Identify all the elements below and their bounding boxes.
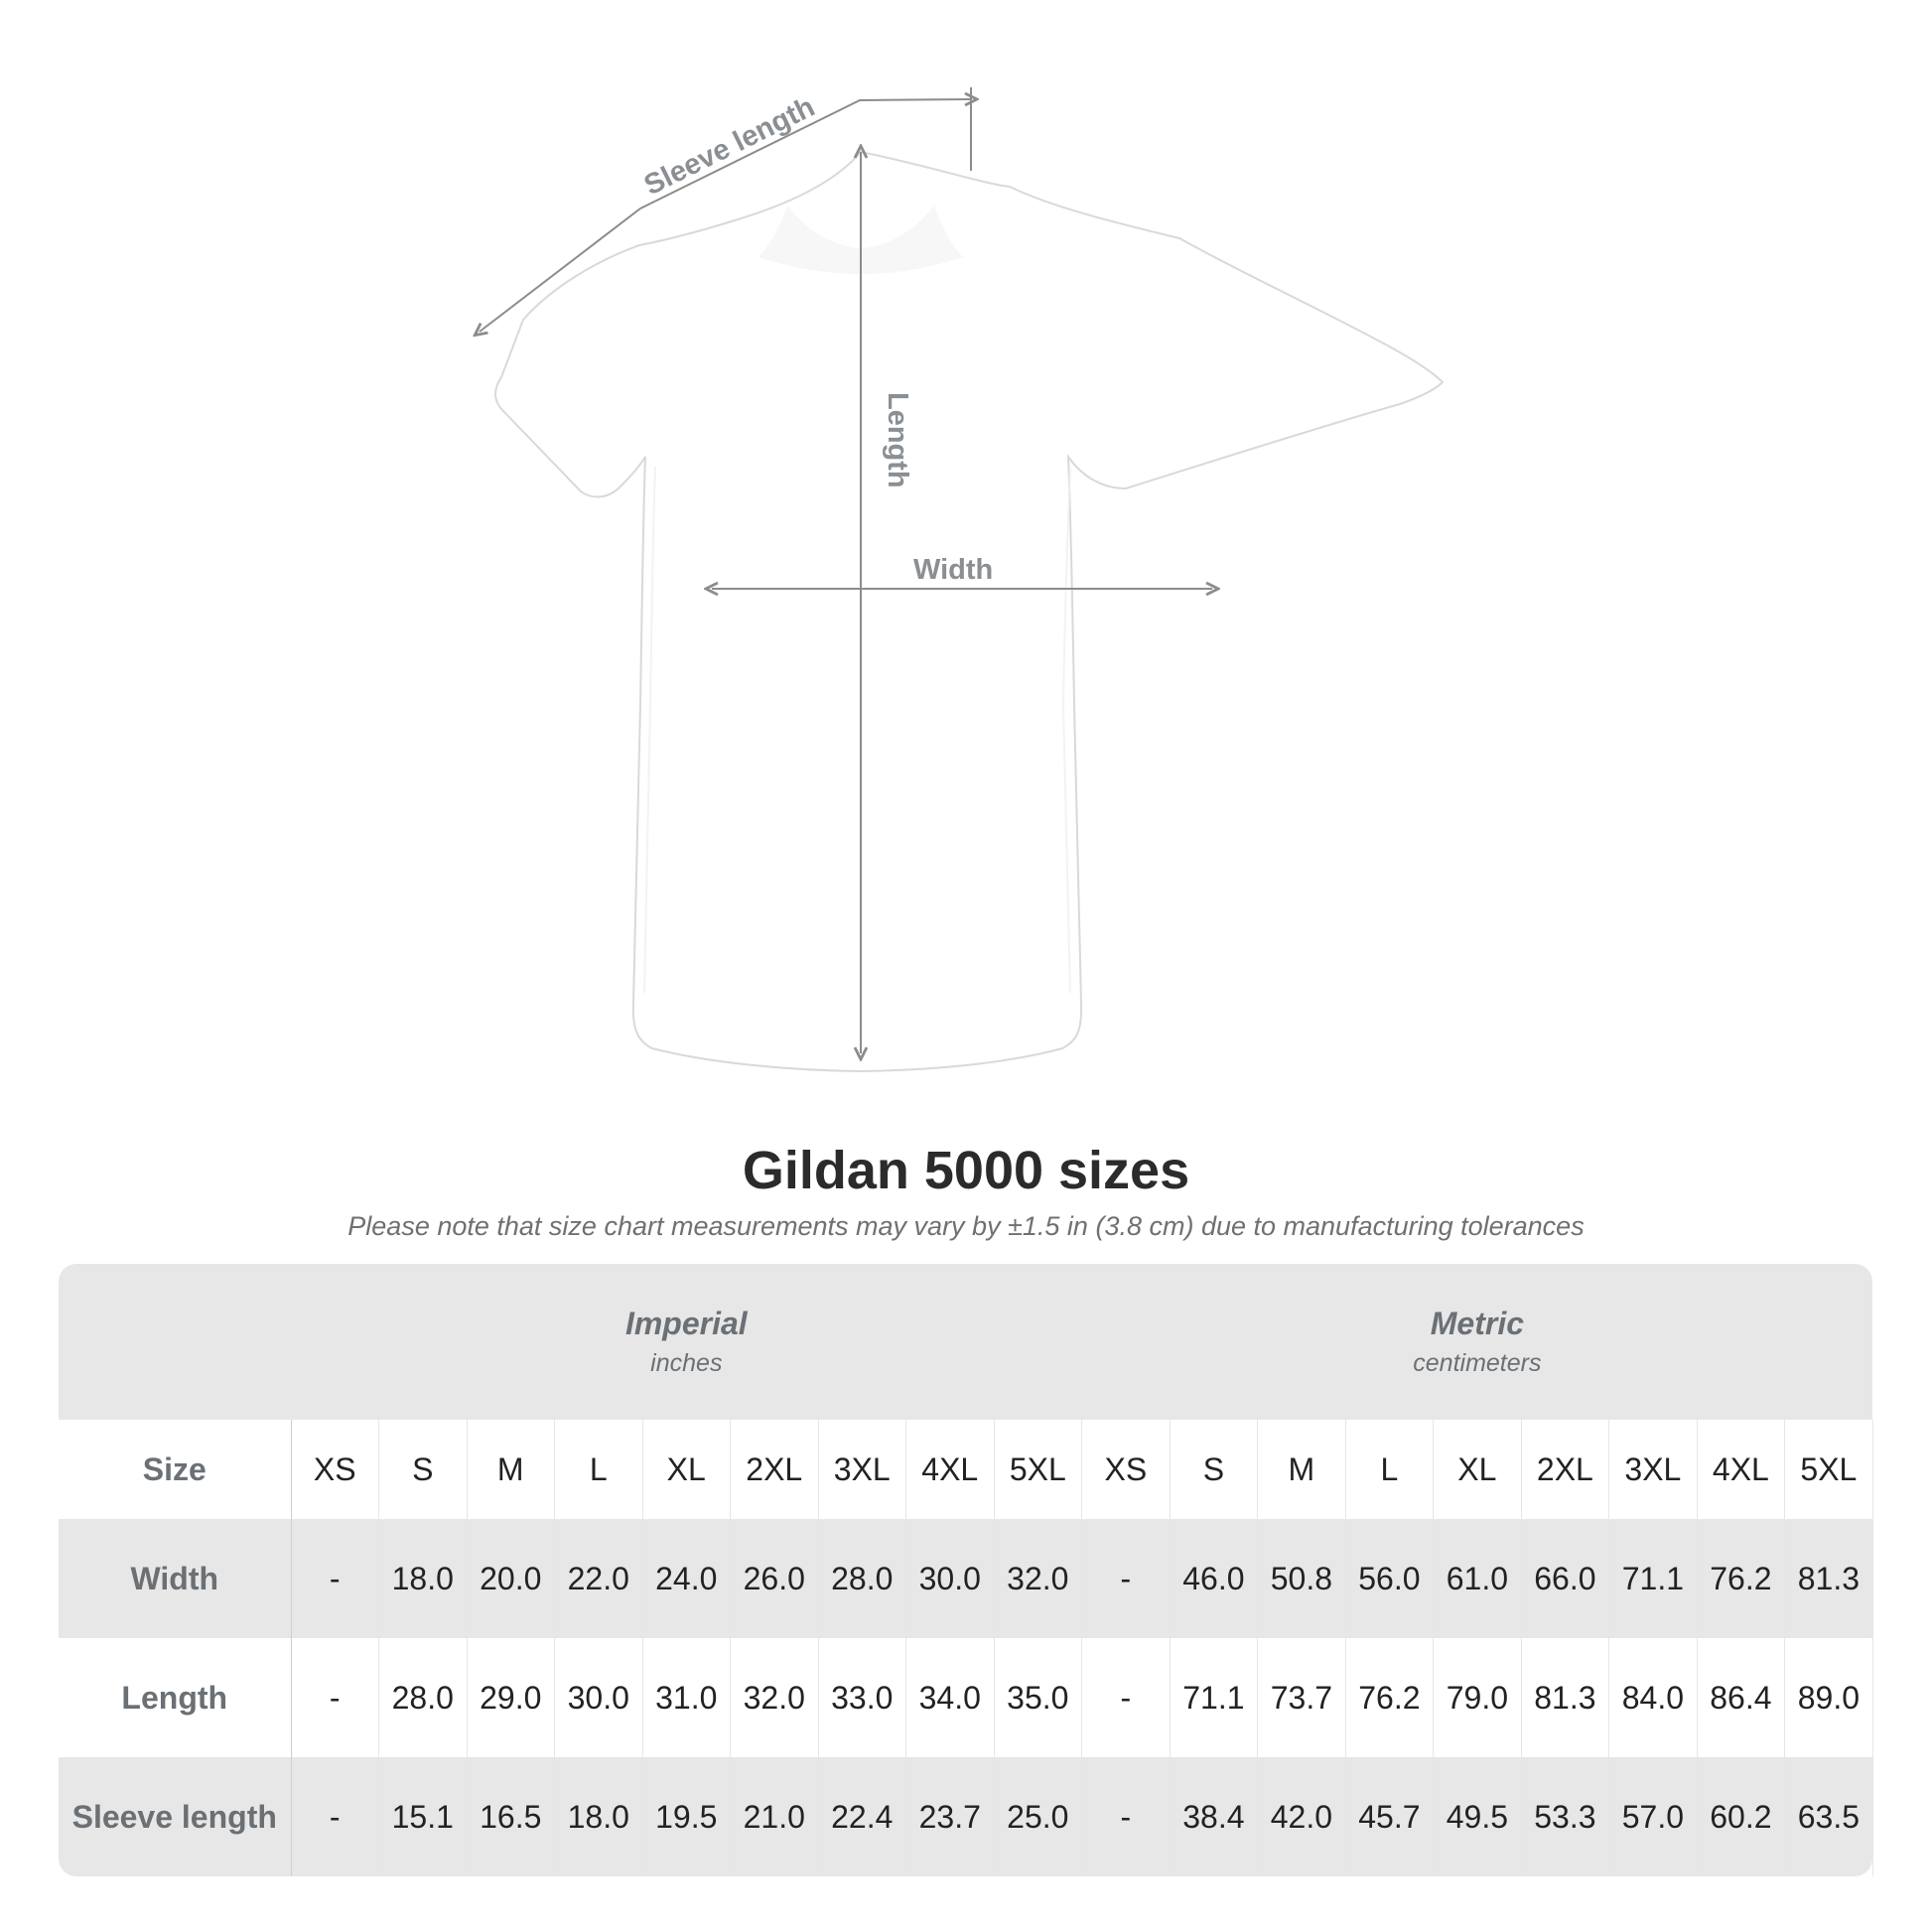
svg-text:Width: Width bbox=[913, 554, 993, 586]
svg-text:Length: Length bbox=[882, 392, 913, 488]
svg-text:Sleeve length: Sleeve length bbox=[639, 91, 820, 203]
